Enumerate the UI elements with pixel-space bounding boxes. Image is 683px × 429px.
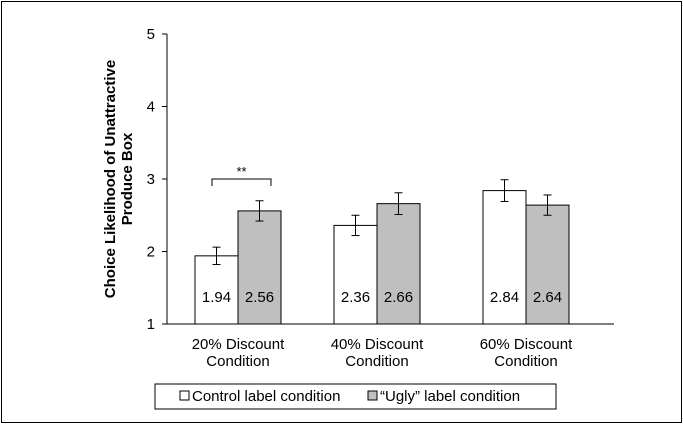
legend-swatch-control	[179, 390, 190, 401]
x-category-label: 40% Discount Condition	[331, 336, 424, 370]
data-label: 2.36	[341, 289, 370, 306]
legend-label-ugly: “Ugly” label condition	[380, 388, 520, 405]
x-category-label: 60% Discount Condition	[480, 336, 573, 370]
bar-control	[194, 255, 239, 325]
data-label: 2.64	[533, 289, 562, 306]
bar-control	[482, 190, 527, 325]
bar-ugly	[525, 204, 570, 325]
data-label: 2.84	[490, 289, 519, 306]
bar-ugly	[237, 210, 282, 325]
legend-swatch-ugly	[367, 390, 378, 401]
y-tick-label: 1	[147, 316, 155, 333]
significance-marker: **	[236, 164, 246, 179]
data-label: 1.94	[202, 289, 231, 306]
y-tick-label: 2	[147, 244, 155, 261]
legend-box	[154, 383, 557, 410]
y-tick-label: 5	[147, 26, 155, 43]
y-tick-label: 4	[147, 99, 155, 116]
bar-ugly	[376, 203, 421, 325]
y-axis-title: Choice Likelihood of UnattractiveProduce…	[102, 60, 136, 298]
legend-label-control: Control label condition	[192, 388, 340, 405]
bar-control	[333, 224, 378, 325]
y-tick-label: 3	[147, 171, 155, 188]
significance-bracket	[211, 178, 272, 186]
data-label: 2.56	[245, 289, 274, 306]
data-label: 2.66	[384, 289, 413, 306]
x-category-label: 20% Discount Condition	[192, 336, 285, 370]
